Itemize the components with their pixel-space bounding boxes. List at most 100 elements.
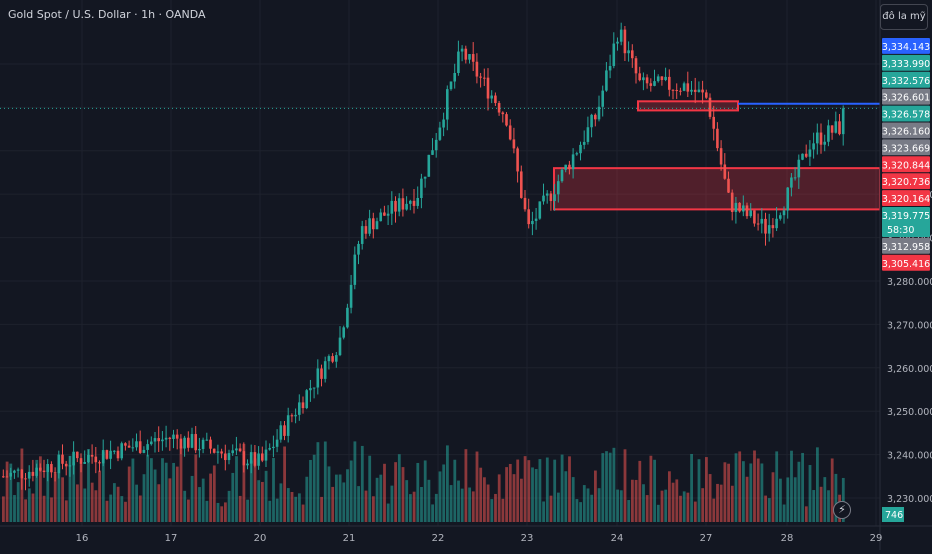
candle-body xyxy=(209,439,212,449)
volume-bar xyxy=(442,464,446,522)
candle-body xyxy=(460,48,464,52)
volume-bar xyxy=(471,491,475,522)
volume-bar xyxy=(113,483,116,522)
candle-body xyxy=(13,470,16,473)
volume-bar xyxy=(483,477,486,522)
lightning-icon[interactable]: ⚡ xyxy=(833,501,851,519)
drawing-zones[interactable] xyxy=(553,100,881,211)
candle-body xyxy=(475,61,479,77)
volume-bar xyxy=(309,459,312,522)
volume-bar xyxy=(368,455,372,522)
candle-body xyxy=(834,121,838,133)
volume-bar xyxy=(490,499,494,522)
candle-body xyxy=(386,213,390,216)
candle-body xyxy=(46,464,49,472)
volume-bar xyxy=(216,502,220,522)
candle-body xyxy=(560,169,564,182)
candle-body xyxy=(64,463,68,467)
volume-bar xyxy=(531,467,534,522)
volume-bar xyxy=(712,498,716,522)
candle-body xyxy=(686,83,690,92)
candle-body xyxy=(368,218,371,234)
candle-body xyxy=(782,210,786,216)
volume-bar xyxy=(716,483,719,522)
candle-body xyxy=(623,29,627,54)
time-tick-label: 16 xyxy=(76,533,89,544)
candle-body xyxy=(416,197,419,206)
price-tick-label: 3,230.000 xyxy=(887,494,932,505)
volume-bar xyxy=(790,450,793,522)
candle-body xyxy=(72,451,75,466)
volume-bar xyxy=(390,485,394,522)
candle-body xyxy=(335,355,338,362)
volume-bar xyxy=(497,474,501,522)
volume-bar xyxy=(479,467,483,522)
volume-bar xyxy=(109,494,113,522)
candle-body xyxy=(87,454,90,463)
volume-bar xyxy=(801,452,804,522)
candle-body xyxy=(642,77,645,81)
candle-body xyxy=(301,402,305,409)
volume-bar xyxy=(631,479,634,522)
price-label-value: 3,312.958 xyxy=(882,242,930,253)
volume-bar xyxy=(294,496,298,522)
candle-body xyxy=(545,193,549,196)
candle-body xyxy=(449,81,453,90)
price-label-badge: 3,333.990 xyxy=(882,54,930,71)
volume-bar xyxy=(549,495,553,522)
volume-bar xyxy=(553,459,557,522)
candle-body xyxy=(198,448,201,451)
volume-bar xyxy=(742,461,745,522)
volume-bar xyxy=(516,459,520,522)
price-label-badge: 3,320.844 xyxy=(882,156,930,173)
candle-body xyxy=(597,106,601,120)
volume-bar xyxy=(664,489,668,522)
volume-bar xyxy=(397,454,401,522)
volume-bar xyxy=(486,484,490,522)
volume-bar xyxy=(527,460,531,522)
candle-body xyxy=(212,448,216,453)
candle-body xyxy=(730,192,734,212)
candle-body xyxy=(775,218,778,229)
volume-bar xyxy=(634,479,638,522)
volume-bar xyxy=(619,490,623,522)
candle-body xyxy=(76,451,79,459)
candle-body xyxy=(157,438,160,442)
volume-bar xyxy=(357,486,360,522)
currency-button[interactable]: đô la mỹ xyxy=(880,4,928,30)
volume-bar xyxy=(449,485,453,522)
candle-body xyxy=(242,451,246,466)
drawing-lines[interactable] xyxy=(0,102,880,109)
volume-bar xyxy=(164,462,168,522)
candle-body xyxy=(312,387,316,389)
price-label-badge: 3,334.143 xyxy=(882,38,930,54)
candle-body xyxy=(360,226,364,244)
candle-body xyxy=(135,441,138,448)
candle-body xyxy=(279,425,283,440)
candle-body xyxy=(205,439,209,441)
candle-body xyxy=(508,125,512,140)
candle-body xyxy=(612,43,616,66)
candle-body xyxy=(605,70,608,91)
candle-body xyxy=(571,154,575,170)
volume-bar xyxy=(76,484,79,522)
price-axis[interactable]: 3,300.0003,290.0003,280.0003,270.0003,26… xyxy=(880,0,932,550)
volume-bar xyxy=(608,452,612,522)
volume-bar xyxy=(797,461,801,522)
price-tick-label: 3,250.000 xyxy=(887,407,932,418)
volume-bar xyxy=(231,472,235,522)
volume-bar xyxy=(616,489,619,522)
candle-body xyxy=(690,89,693,92)
candle-body xyxy=(316,368,320,388)
candle-body xyxy=(590,114,593,128)
candle-body xyxy=(734,202,738,212)
candle-body xyxy=(653,81,656,86)
volume-bar xyxy=(83,488,87,522)
volume-bar xyxy=(464,449,468,522)
volume-bar xyxy=(468,487,471,522)
time-tick-label: 27 xyxy=(700,533,713,544)
volume-bar xyxy=(557,492,560,522)
symbol-title[interactable]: Gold Spot / U.S. Dollar · 1h · OANDA xyxy=(8,8,206,21)
